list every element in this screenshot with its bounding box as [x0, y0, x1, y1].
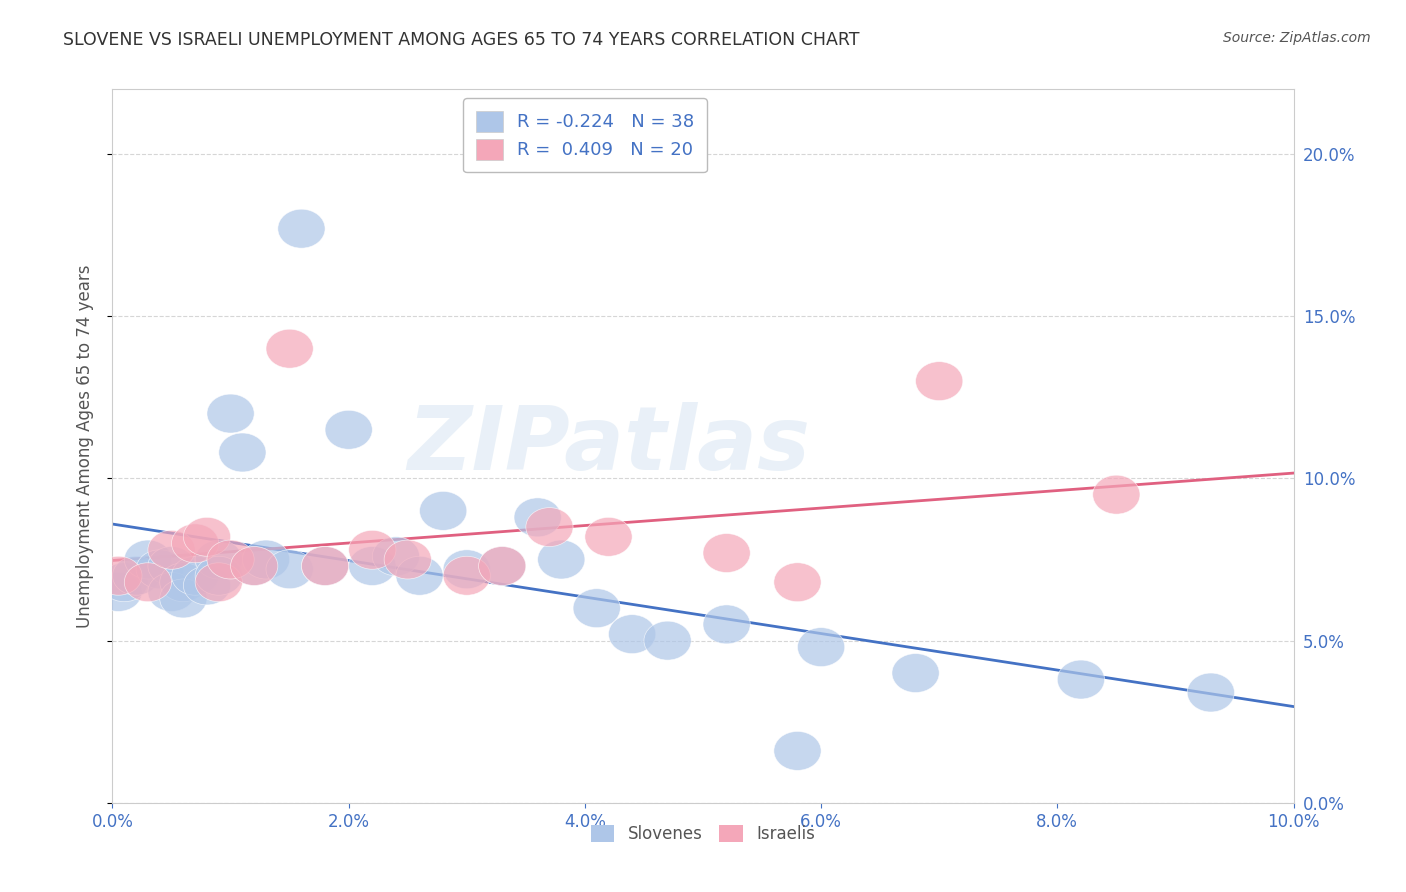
- Legend: Slovenes, Israelis: Slovenes, Israelis: [583, 817, 823, 852]
- Ellipse shape: [301, 547, 349, 585]
- Ellipse shape: [703, 533, 751, 573]
- Ellipse shape: [301, 547, 349, 585]
- Ellipse shape: [349, 547, 396, 585]
- Ellipse shape: [112, 557, 160, 595]
- Ellipse shape: [443, 557, 491, 595]
- Ellipse shape: [703, 605, 751, 644]
- Ellipse shape: [266, 329, 314, 368]
- Text: ZIPatlas: ZIPatlas: [406, 402, 810, 490]
- Ellipse shape: [124, 540, 172, 579]
- Ellipse shape: [231, 547, 278, 585]
- Ellipse shape: [349, 531, 396, 569]
- Ellipse shape: [537, 540, 585, 579]
- Ellipse shape: [183, 517, 231, 557]
- Ellipse shape: [195, 557, 242, 595]
- Text: SLOVENE VS ISRAELI UNEMPLOYMENT AMONG AGES 65 TO 74 YEARS CORRELATION CHART: SLOVENE VS ISRAELI UNEMPLOYMENT AMONG AG…: [63, 31, 860, 49]
- Ellipse shape: [773, 563, 821, 602]
- Ellipse shape: [183, 566, 231, 605]
- Ellipse shape: [515, 498, 561, 537]
- Ellipse shape: [574, 589, 620, 628]
- Ellipse shape: [585, 517, 633, 557]
- Ellipse shape: [172, 524, 219, 563]
- Ellipse shape: [160, 563, 207, 602]
- Ellipse shape: [266, 549, 314, 589]
- Ellipse shape: [384, 540, 432, 579]
- Ellipse shape: [160, 579, 207, 618]
- Text: Source: ZipAtlas.com: Source: ZipAtlas.com: [1223, 31, 1371, 45]
- Ellipse shape: [644, 621, 692, 660]
- Y-axis label: Unemployment Among Ages 65 to 74 years: Unemployment Among Ages 65 to 74 years: [76, 264, 94, 628]
- Ellipse shape: [419, 491, 467, 531]
- Ellipse shape: [526, 508, 574, 547]
- Ellipse shape: [124, 563, 172, 602]
- Ellipse shape: [1057, 660, 1105, 699]
- Ellipse shape: [148, 573, 195, 611]
- Ellipse shape: [373, 537, 419, 575]
- Ellipse shape: [915, 361, 963, 401]
- Ellipse shape: [396, 557, 443, 595]
- Ellipse shape: [443, 549, 491, 589]
- Ellipse shape: [148, 531, 195, 569]
- Ellipse shape: [242, 540, 290, 579]
- Ellipse shape: [325, 410, 373, 450]
- Ellipse shape: [219, 433, 266, 472]
- Ellipse shape: [195, 563, 242, 602]
- Ellipse shape: [94, 557, 142, 595]
- Ellipse shape: [1187, 673, 1234, 712]
- Ellipse shape: [797, 628, 845, 666]
- Ellipse shape: [478, 547, 526, 585]
- Ellipse shape: [148, 547, 195, 585]
- Ellipse shape: [195, 540, 242, 579]
- Ellipse shape: [609, 615, 655, 654]
- Ellipse shape: [136, 549, 183, 589]
- Ellipse shape: [94, 573, 142, 611]
- Ellipse shape: [207, 394, 254, 433]
- Ellipse shape: [207, 540, 254, 579]
- Ellipse shape: [478, 547, 526, 585]
- Ellipse shape: [773, 731, 821, 771]
- Ellipse shape: [278, 210, 325, 248]
- Ellipse shape: [101, 563, 148, 602]
- Ellipse shape: [172, 557, 219, 595]
- Ellipse shape: [231, 547, 278, 585]
- Ellipse shape: [891, 654, 939, 692]
- Ellipse shape: [1092, 475, 1140, 514]
